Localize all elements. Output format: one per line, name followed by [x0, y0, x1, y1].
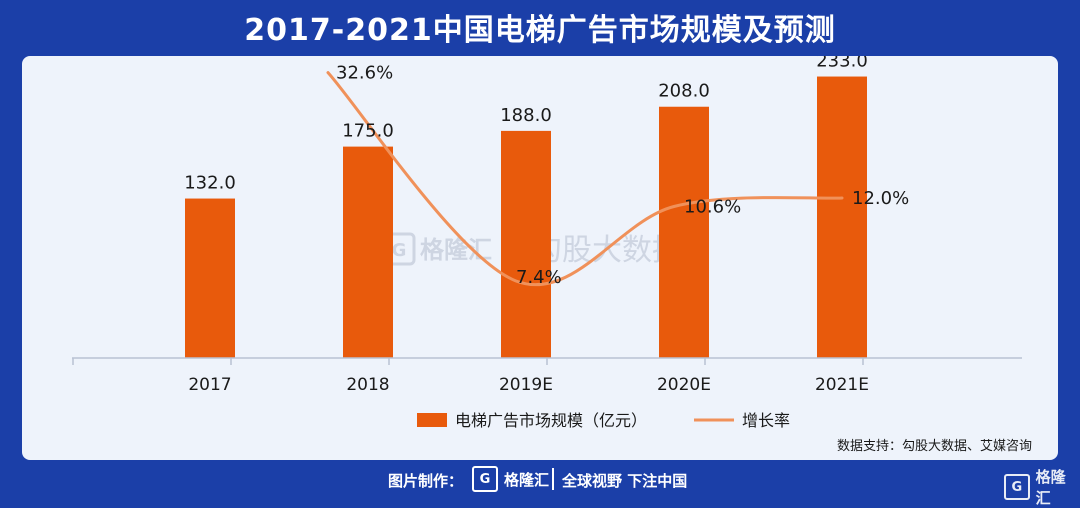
brand-logo-icon: G	[472, 466, 498, 492]
bar-2019E	[501, 130, 551, 358]
growth-label-2021E: 12.0%	[852, 188, 909, 209]
watermark-logo-glyph: G	[392, 240, 407, 261]
bar-label-2020E: 208.0	[658, 81, 710, 102]
growth-label-2020E: 10.6%	[684, 196, 741, 217]
growth-label-2018: 32.6%	[336, 63, 393, 84]
bars-layer	[185, 76, 867, 359]
line-labels-layer: 32.6% 7.4% 10.6% 12.0%	[336, 63, 909, 288]
chart-title: 2017-2021中国电梯广告市场规模及预测	[244, 13, 836, 48]
footer: 图片制作： G 格隆汇 全球视野 下注中国 G 格隆汇	[0, 462, 1080, 507]
chart-card: G 格隆汇 勾股大数据 132.0 175.0 188.0 208.0 233.0 32…	[22, 56, 1058, 460]
legend-bar-swatch	[417, 413, 447, 427]
corner-logo: G 格隆汇	[1004, 466, 1080, 508]
corner-brand: 格隆汇	[1035, 468, 1066, 507]
growth-rate-line	[326, 71, 844, 287]
bar-label-2021E: 233.0	[816, 56, 868, 72]
source-note: 数据支持：勾股大数据、艾媒咨询	[837, 439, 1032, 454]
bar-labels-layer: 132.0 175.0 188.0 208.0 233.0	[184, 56, 868, 194]
legend-bar-label: 电梯广告市场规模（亿元）	[455, 411, 647, 430]
bar-2021E	[817, 76, 867, 358]
bar-2018	[343, 146, 393, 358]
bar-label-2018: 175.0	[342, 121, 394, 142]
x-label-2019E: 2019E	[499, 375, 553, 395]
bar-2020E	[659, 106, 709, 359]
x-label-2020E: 2020E	[657, 375, 711, 395]
x-axis-labels: 2017 2018 2019E 2020E 2021E	[188, 375, 869, 395]
footer-made-by: 图片制作：	[388, 472, 464, 490]
footer-divider	[552, 468, 554, 490]
x-label-2018: 2018	[346, 375, 389, 395]
growth-label-2019E: 7.4%	[516, 267, 562, 288]
corner-logo-icon: G	[1004, 474, 1030, 500]
x-label-2017: 2017	[188, 375, 231, 395]
watermark-brand: 格隆汇	[420, 236, 492, 264]
legend: 电梯广告市场规模（亿元） 增长率	[417, 411, 790, 430]
x-label-2021E: 2021E	[815, 375, 869, 395]
bar-label-2017: 132.0	[184, 173, 236, 194]
legend-line-label: 增长率	[742, 411, 790, 430]
footer-slogan: 全球视野 下注中国	[562, 472, 688, 490]
bar-2017	[185, 198, 235, 358]
x-axis-ticks	[72, 358, 864, 365]
footer-logo: G 格隆汇	[472, 466, 549, 492]
bar-label-2019E: 188.0	[500, 105, 552, 126]
footer-brand: 格隆汇	[504, 470, 550, 489]
